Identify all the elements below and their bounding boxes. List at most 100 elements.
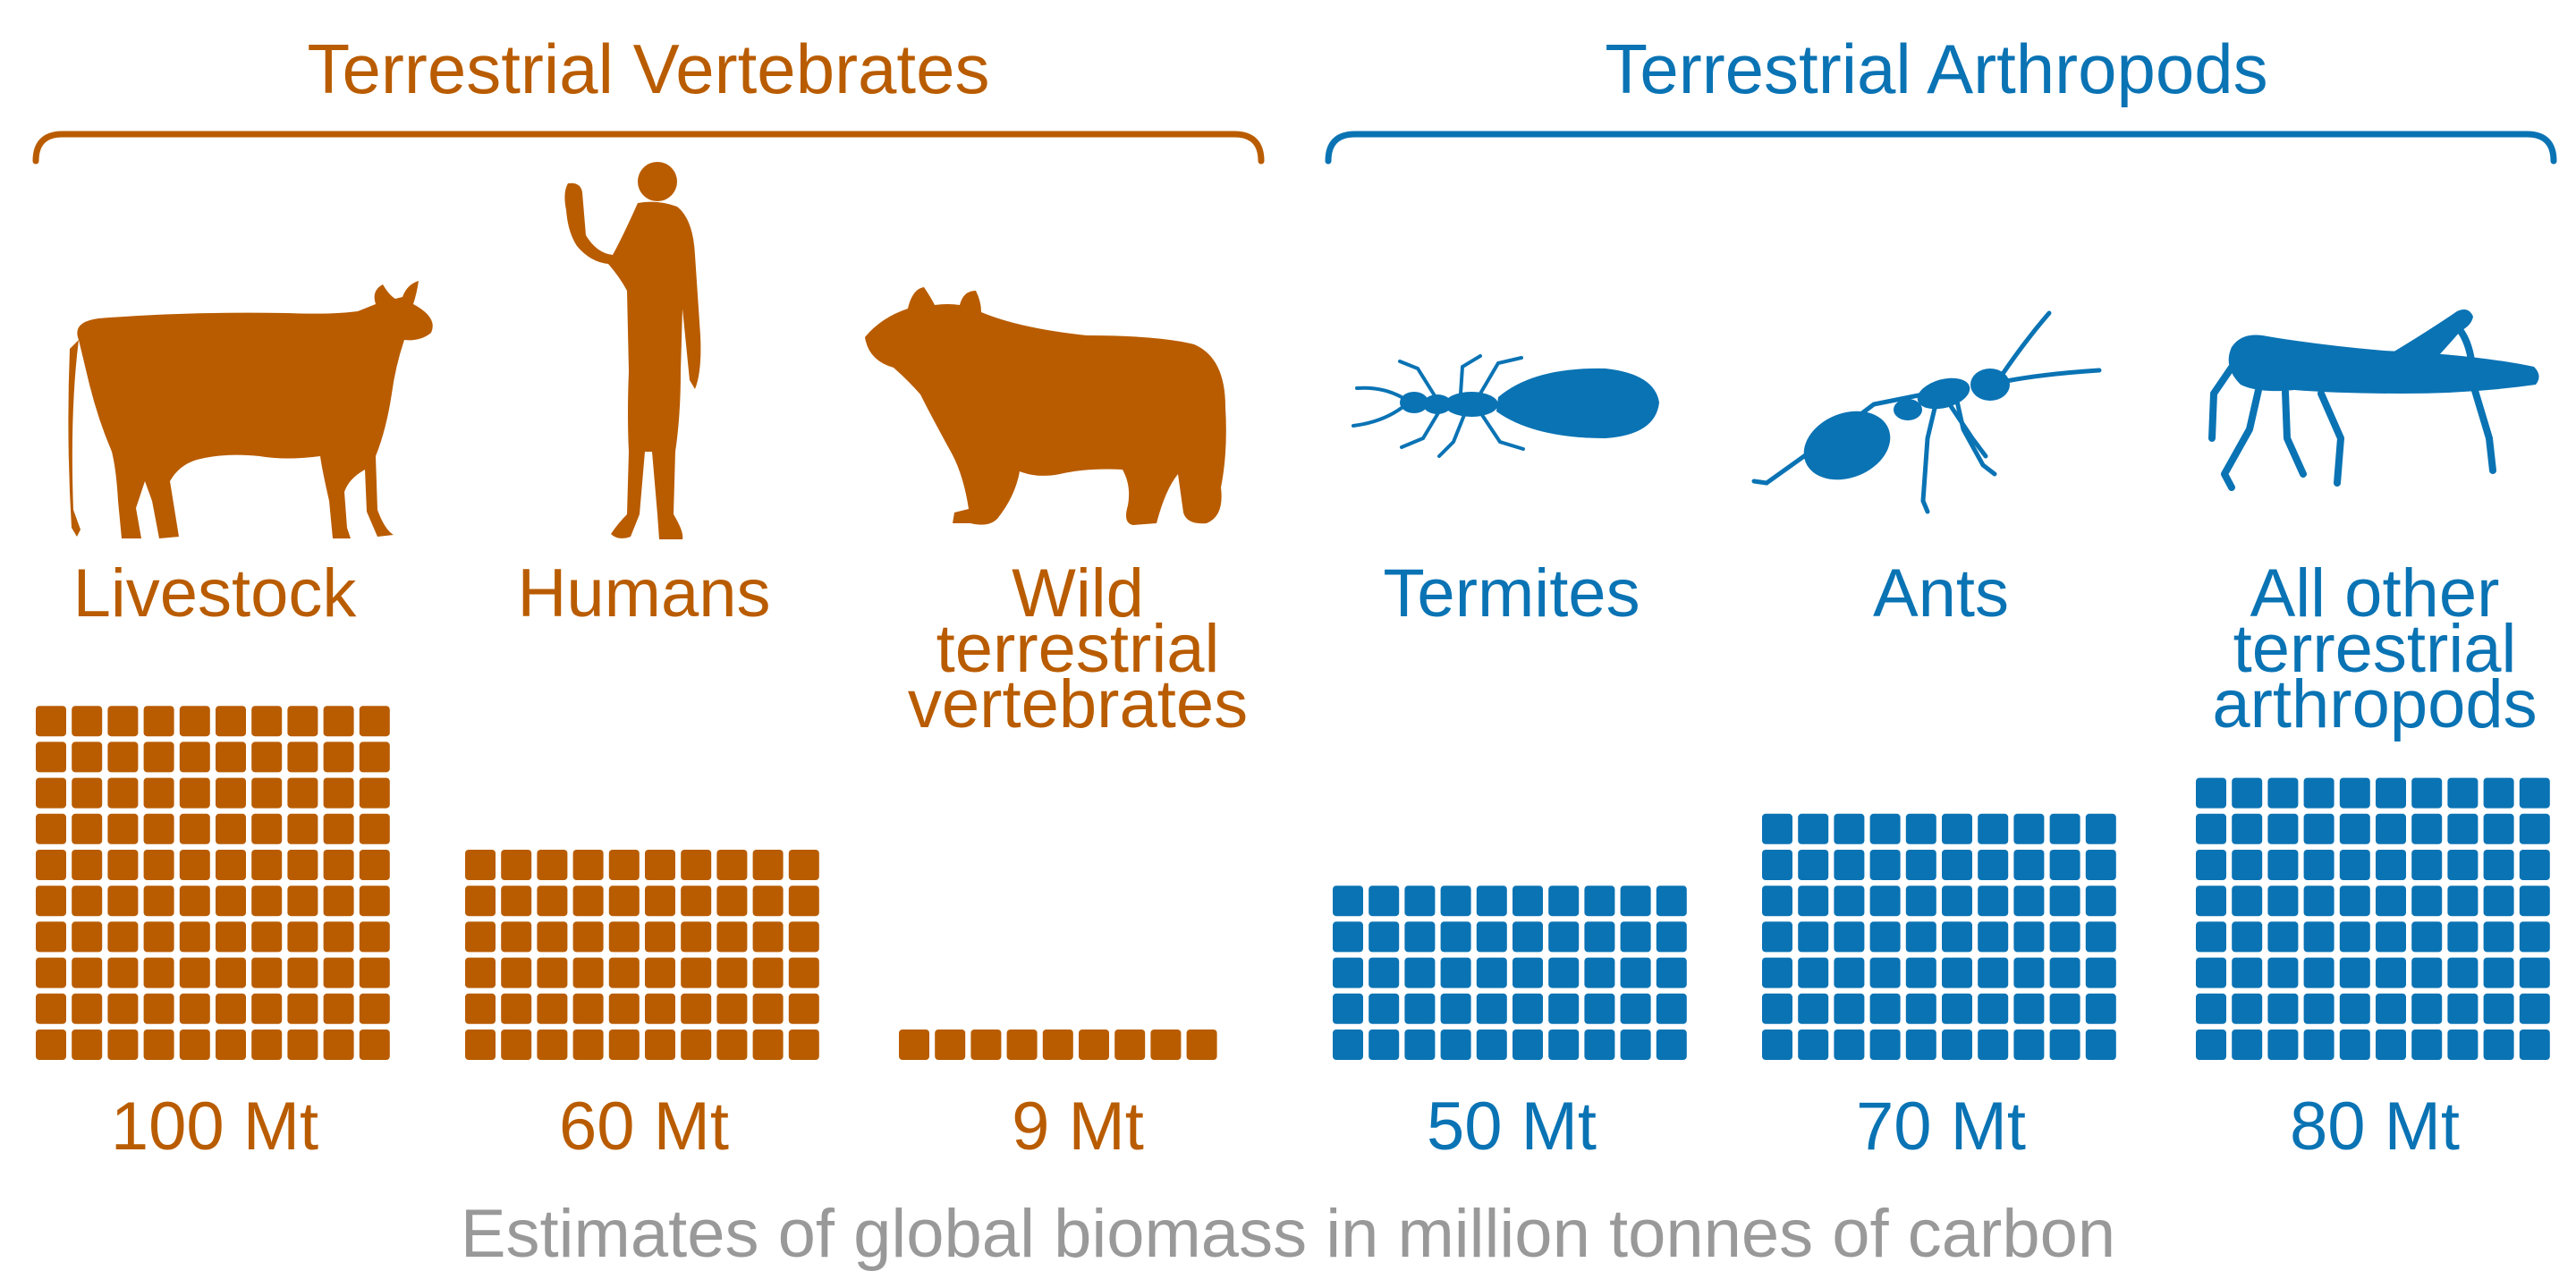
waffle-square	[287, 706, 318, 737]
category-label-wild-vertebrates-line-1: Wild	[1012, 555, 1144, 631]
waffle-square	[36, 921, 66, 953]
category-label-termites: Termites	[1315, 555, 1708, 631]
waffle-square	[752, 957, 784, 988]
waffle-square	[465, 921, 496, 953]
waffle-square	[251, 957, 283, 988]
waffle-square	[72, 993, 103, 1024]
waffle-square	[2013, 1030, 2045, 1060]
waffle-square	[359, 921, 390, 953]
waffle-square	[251, 993, 283, 1024]
bracket-arthropods	[1325, 131, 2557, 165]
category-label-other-arthropods: All other terrestrial arthropods	[2178, 560, 2572, 739]
category-label-wild-vertebrates: Wild terrestrial vertebrates	[881, 555, 1275, 739]
waffle-square	[2049, 886, 2080, 917]
waffle-square	[359, 777, 390, 809]
waffle-square	[1834, 886, 1865, 917]
waffle-square	[1978, 1030, 2009, 1060]
waffle-ants	[1762, 813, 2116, 1060]
waffle-square	[1762, 993, 1792, 1024]
waffle-square	[72, 741, 103, 773]
waffle-square	[1834, 993, 1865, 1024]
waffle-square	[2303, 921, 2334, 953]
waffle-square	[323, 741, 354, 773]
value-label-wild-vertebrates: 9 Mt	[1012, 1089, 1144, 1165]
waffle-square	[179, 957, 210, 988]
waffle-square	[2049, 1030, 2080, 1060]
waffle-square	[2196, 886, 2226, 917]
waffle-square	[1905, 813, 1936, 844]
waffle-square	[2339, 993, 2370, 1024]
waffle-square	[1548, 957, 1580, 988]
waffle-square	[501, 850, 532, 880]
waffle-square	[788, 1030, 819, 1060]
category-label-ants: Ants	[1744, 560, 2138, 628]
waffle-square	[251, 741, 283, 773]
waffle-square	[2483, 993, 2514, 1024]
waffle-square	[251, 921, 283, 953]
waffle-square	[2339, 921, 2370, 953]
waffle-square	[2085, 993, 2116, 1024]
waffle-square	[2013, 886, 2045, 917]
category-label-termites-line-1: Termites	[1383, 555, 1640, 631]
waffle-square	[537, 886, 568, 917]
waffle-square	[1584, 921, 1615, 953]
waffle-square	[2483, 813, 2514, 844]
waffle-square	[2483, 1030, 2514, 1060]
waffle-square	[143, 706, 174, 737]
waffle-square	[537, 1030, 568, 1060]
waffle-square	[72, 706, 103, 737]
waffle-square	[36, 886, 66, 917]
waffle-square	[36, 1030, 66, 1060]
waffle-square	[465, 886, 496, 917]
waffle-square	[1869, 886, 1901, 917]
waffle-square	[143, 850, 174, 880]
waffle-square	[1368, 1030, 1400, 1060]
grasshopper-icon	[2208, 309, 2539, 491]
waffle-square	[1513, 1030, 1543, 1060]
waffle-square	[287, 886, 318, 917]
value-label-other-arthropods: 80 Mt	[2289, 1089, 2461, 1165]
waffle-square	[1404, 886, 1436, 917]
waffle-square	[251, 777, 283, 809]
value-label-livestock: 100 Mt	[110, 1089, 319, 1165]
waffle-square	[216, 850, 246, 880]
waffle-square	[323, 850, 354, 880]
waffle-square	[1440, 921, 1471, 953]
waffle-square	[179, 777, 210, 809]
waffle-square	[2339, 1030, 2370, 1060]
waffle-square	[1869, 1030, 1901, 1060]
waffle-square	[1006, 1030, 1038, 1060]
waffle-square	[2376, 813, 2406, 844]
waffle-square	[1978, 993, 2009, 1024]
waffle-square	[143, 813, 174, 844]
waffle-square	[1762, 886, 1792, 917]
waffle-square	[216, 957, 246, 988]
waffle-square	[1762, 957, 1792, 988]
bracket-line-vertebrates	[32, 131, 1265, 165]
waffle-square	[2447, 886, 2479, 917]
waffle-square	[359, 993, 390, 1024]
waffle-square	[179, 741, 210, 773]
waffle-square	[72, 886, 103, 917]
waffle-square	[323, 813, 354, 844]
waffle-square	[2483, 921, 2514, 953]
waffle-square	[2376, 886, 2406, 917]
waffle-square	[1798, 813, 1829, 844]
waffle-square	[2447, 957, 2479, 988]
value-label-ants: 70 Mt	[1855, 1089, 2027, 1165]
waffle-square	[359, 813, 390, 844]
waffle-square	[2303, 886, 2334, 917]
waffle-square	[2013, 957, 2045, 988]
waffle-square	[2519, 850, 2550, 880]
waffle-square	[1620, 1030, 1651, 1060]
waffle-square	[645, 1030, 675, 1060]
waffle-square	[287, 921, 318, 953]
waffle-square	[2049, 921, 2080, 953]
waffle-square	[1079, 1030, 1109, 1060]
waffle-square	[1834, 813, 1865, 844]
waffle-square	[216, 886, 246, 917]
waffle-square	[716, 850, 748, 880]
waffle-square	[537, 993, 568, 1024]
chart-caption: Estimates of global biomass in million t…	[460, 1196, 2116, 1272]
